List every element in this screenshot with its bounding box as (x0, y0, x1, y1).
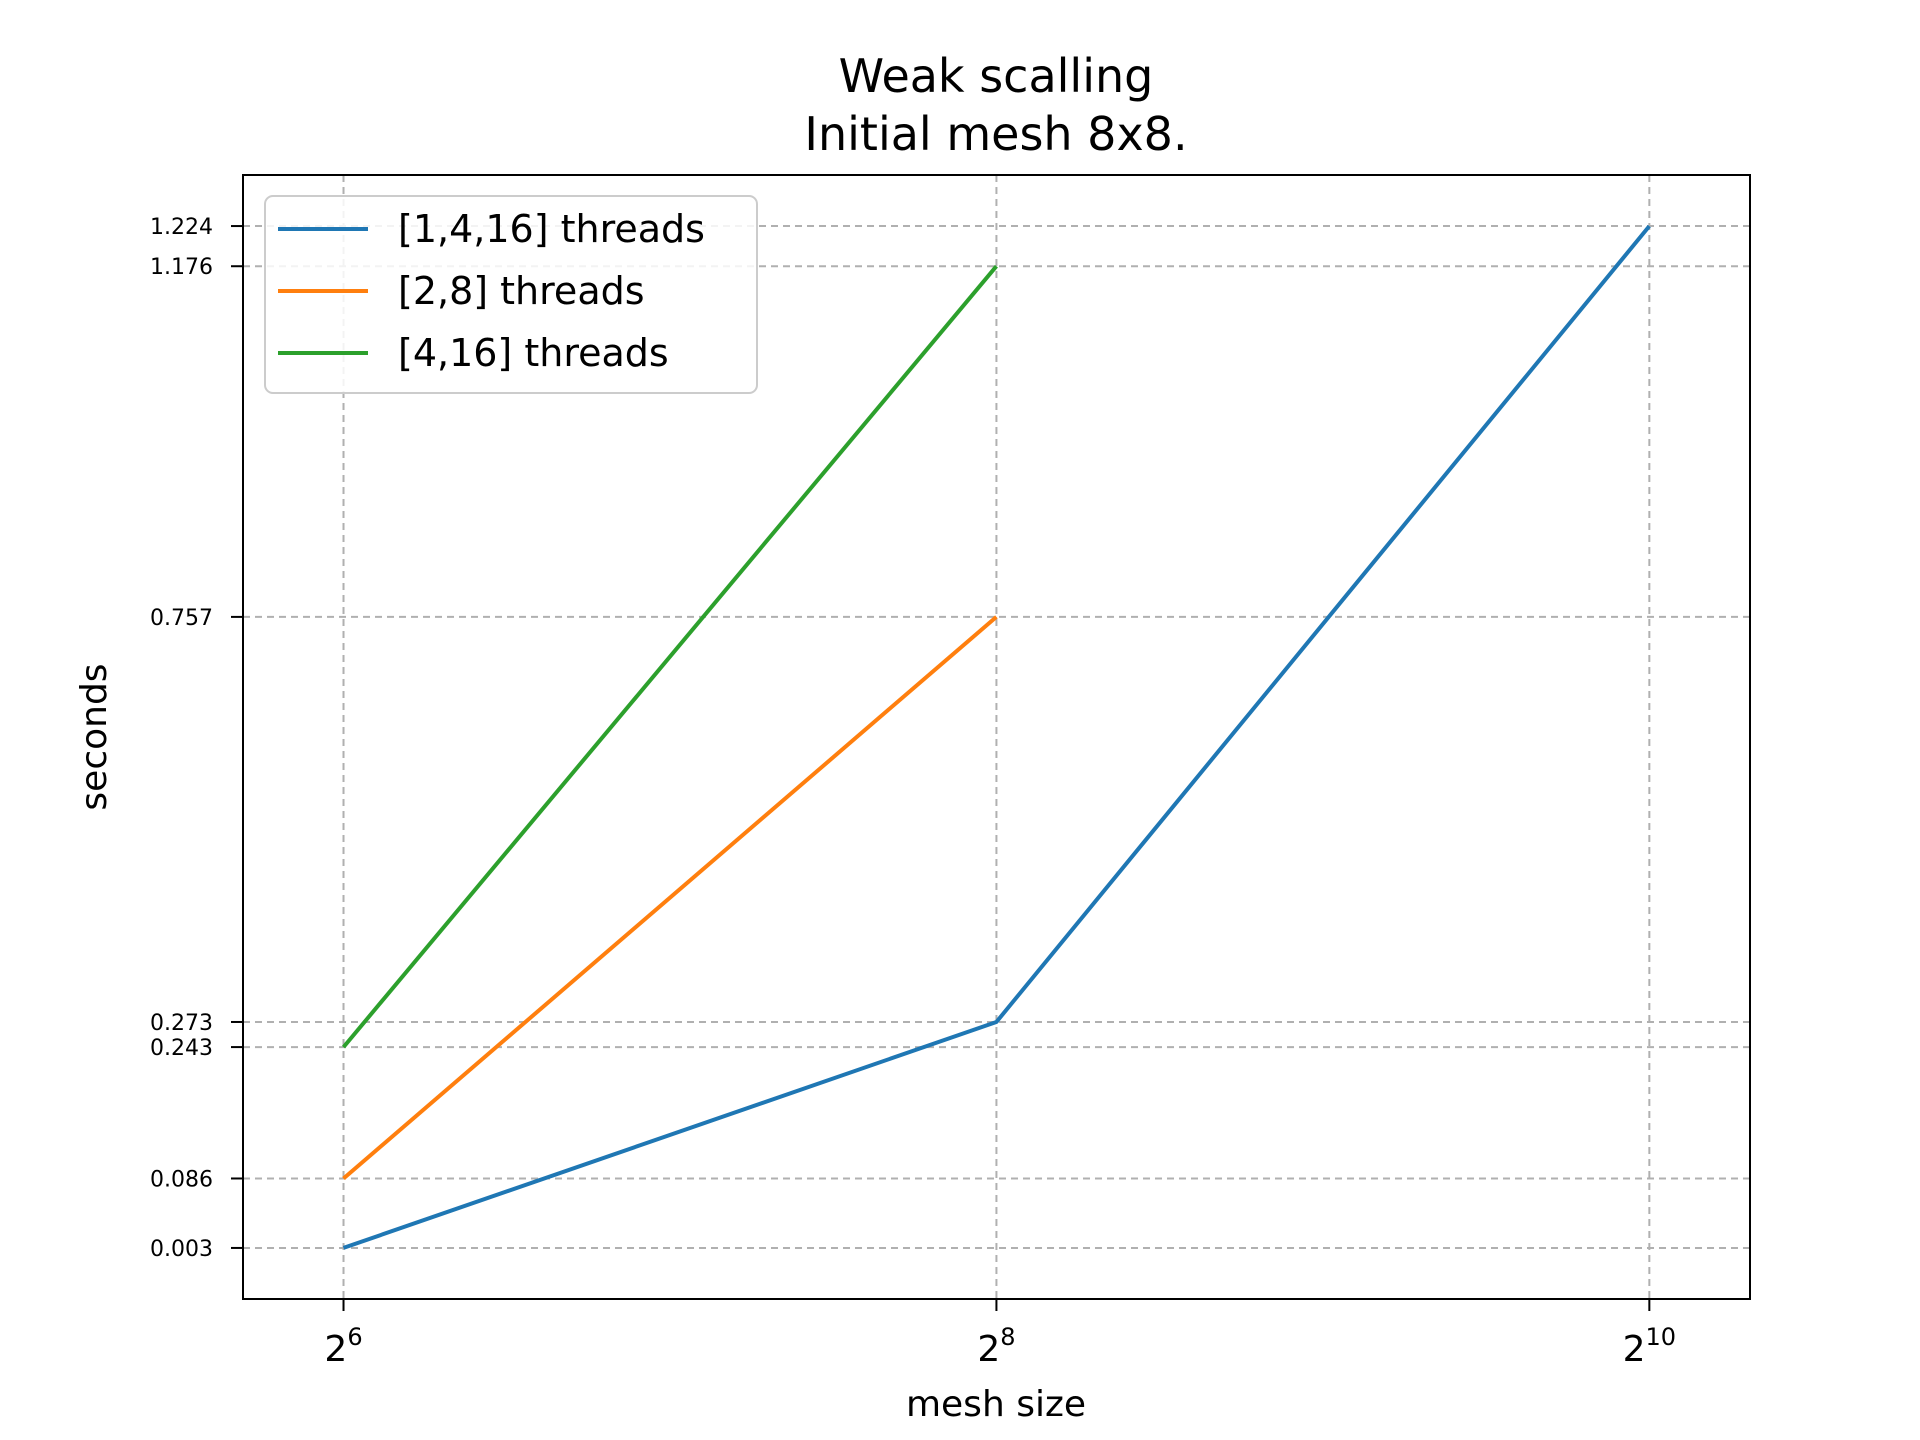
y-tick-label: 0.757 (150, 606, 213, 631)
legend-label: [2,8] threads (398, 269, 645, 313)
y-tick-label: 0.086 (150, 1167, 213, 1192)
x-tick-label: 26 (324, 1323, 362, 1370)
x-axis-label: mesh size (906, 1384, 1086, 1425)
y-tick-label: 0.273 (150, 1011, 213, 1036)
legend-label: [1,4,16] threads (398, 207, 705, 251)
y-tick-label: 0.003 (150, 1237, 213, 1262)
grid-lines (243, 175, 1750, 1299)
legend-label: [4,16] threads (398, 331, 669, 375)
y-tick-label: 0.243 (150, 1036, 213, 1061)
x-tick-label: 210 (1623, 1323, 1676, 1370)
series-line-2-8-threads (342, 615, 998, 1181)
x-axis-ticks: 26 28 210 (324, 1299, 1676, 1370)
y-tick-label: 1.176 (150, 255, 213, 280)
series-line-1-4-16-threads (342, 224, 1651, 1250)
chart-title-line-1: Weak scalling (839, 49, 1154, 103)
y-tick-label: 1.224 (150, 215, 213, 240)
y-axis-label: seconds (74, 663, 115, 810)
series-line-4-16-threads (341, 264, 998, 1049)
legend: [1,4,16] threads [2,8] threads [4,16] thre… (264, 195, 758, 394)
legend-box (264, 195, 758, 394)
x-tick-label: 28 (977, 1323, 1015, 1370)
chart-title-line-2: Initial mesh 8x8. (804, 107, 1187, 161)
data-series (341, 224, 1651, 1250)
